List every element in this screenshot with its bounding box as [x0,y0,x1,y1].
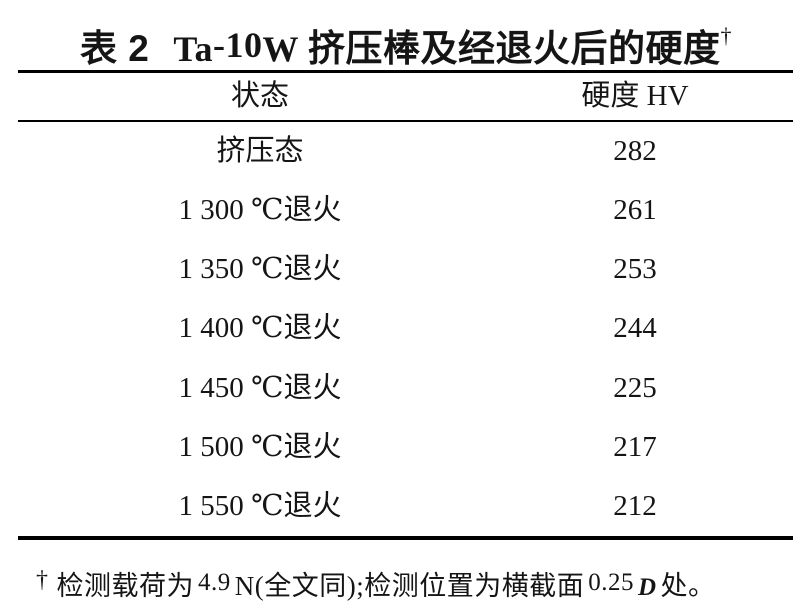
cell-hardness: 282 [613,135,657,168]
table-caption: 表 2 Ta-10W 挤压棒及经退火后的硬度† [0,13,812,73]
cell-hardness: 225 [613,371,657,404]
table-bottom-rule [18,535,793,540]
cell-hardness: 244 [613,312,657,345]
alloy-designation: Ta-10W [173,25,299,69]
cell-state: 1 400 ℃退火 [178,312,342,345]
table-top-rule [18,70,793,73]
table-header-rule [18,120,793,122]
cell-state: 1 550 ℃退火 [178,489,342,522]
table-row: 1 550 ℃退火 212 [18,477,793,536]
table-header-row: 状态 硬度 HV [18,73,793,120]
cell-hardness: 212 [613,489,657,522]
footnote-load-value: 4.9 [198,569,231,596]
cell-state: 1 500 ℃退火 [178,430,342,463]
alloy-suffix: W [262,29,300,69]
table-number: 表 2 [79,28,150,69]
cell-state: 挤压态 [216,135,304,168]
footnote-text-3: 处。 [660,571,716,601]
footnote-diameter-variable: D [637,574,657,601]
footnote-text-1: 检测载荷为 [56,571,194,601]
table-row: 1 300 ℃退火 261 [18,181,793,240]
table-row: 1 500 ℃退火 217 [18,418,793,477]
table-row: 1 400 ℃退火 244 [18,299,793,358]
table-row: 挤压态 282 [18,122,793,181]
alloy-raised-part: -10 [213,25,263,65]
footnote-dagger-mark: † [36,567,49,593]
caption-text: 挤压棒及经退火后的硬度 [308,28,721,69]
data-table: 状态 硬度 HV 挤压态 282 1 300 ℃退火 261 1 350 ℃退火… [18,70,793,540]
table-footnote: † 检测载荷为 4.9 N(全文同);检测位置为横截面 0.25 D 处。 [36,560,796,608]
footnote-position-value: 0.25 [588,569,634,596]
table-row: 1 450 ℃退火 225 [18,359,793,418]
column-header-hardness: 硬度 HV [581,80,689,112]
footnote-text-2: N(全文同);检测位置为横截面 [234,571,585,601]
cell-hardness: 217 [613,430,657,463]
caption-dagger-mark: † [720,23,733,48]
cell-state: 1 350 ℃退火 [178,253,342,286]
table-row: 1 350 ℃退火 253 [18,240,793,299]
cell-hardness: 261 [613,194,657,227]
cell-state: 1 450 ℃退火 [178,371,342,404]
cell-hardness: 253 [613,253,657,286]
cell-state: 1 300 ℃退火 [178,194,342,227]
column-header-state: 状态 [230,80,289,112]
alloy-base: Ta [173,29,214,69]
